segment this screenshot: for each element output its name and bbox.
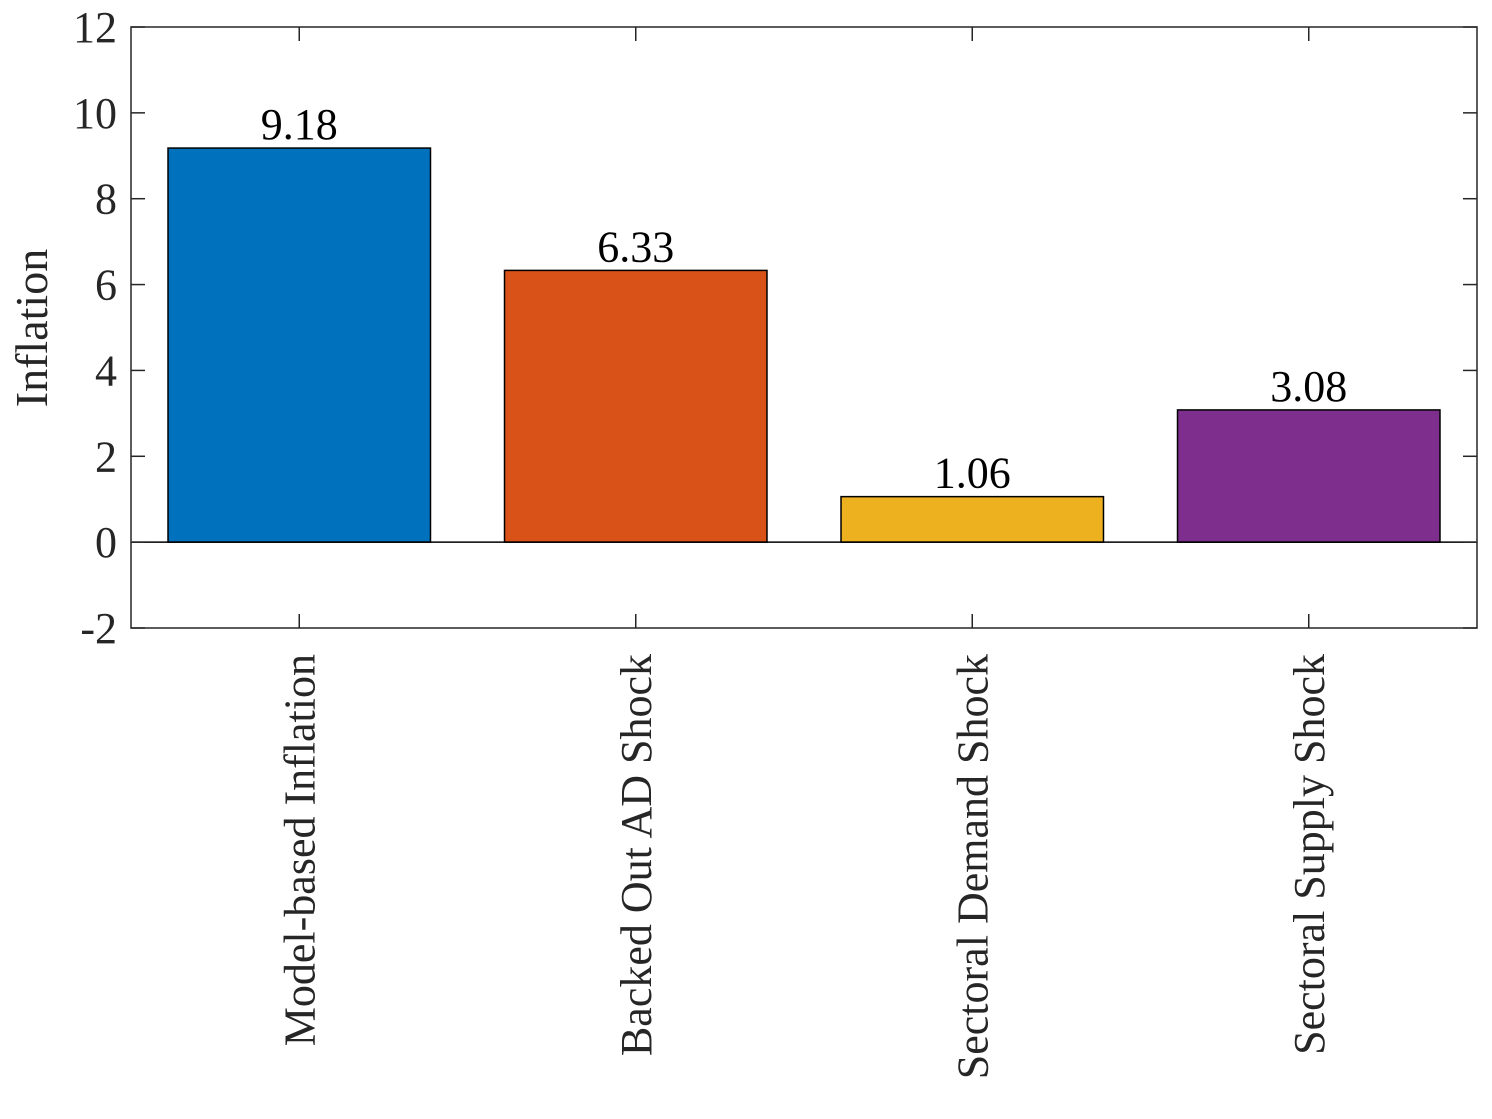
- y-tick-label-0: -2: [80, 604, 117, 653]
- value-label-2: 6.33: [597, 222, 674, 271]
- value-label-4: 3.08: [1270, 362, 1347, 411]
- bar-1: [167, 147, 432, 543]
- y-tick-label-5: 8: [95, 175, 117, 224]
- value-label-1: 9.18: [261, 100, 338, 149]
- x-tick-label-3: Sectoral Demand Shock: [948, 654, 997, 1079]
- y-tick-label-6: 10: [73, 89, 117, 138]
- bar-4: [1176, 409, 1441, 543]
- y-tick-label-1: 0: [95, 518, 117, 567]
- y-tick-label-4: 6: [95, 261, 117, 310]
- y-tick-label-7: 12: [73, 3, 117, 52]
- axes-box: [130, 26, 1478, 629]
- labels-group: -2 0 2 4 6 8 10 12 Model-based Inflation 9.18 Back…: [73, 3, 1347, 1079]
- value-label-3: 1.06: [934, 449, 1011, 498]
- y-tick-label-2: 2: [95, 432, 117, 481]
- x-tick-label-4: Sectoral Supply Shock: [1285, 654, 1334, 1055]
- x-tick-label-2: Backed Out AD Shock: [612, 654, 661, 1056]
- bar-2: [503, 269, 768, 543]
- x-tick-label-1: Model-based Inflation: [275, 654, 324, 1046]
- y-tick-label-3: 4: [95, 346, 117, 395]
- axes-group: [130, 26, 1478, 629]
- bars-group: [167, 147, 1441, 543]
- bar-3: [840, 495, 1105, 543]
- y-axis-label: Inflation: [6, 249, 57, 407]
